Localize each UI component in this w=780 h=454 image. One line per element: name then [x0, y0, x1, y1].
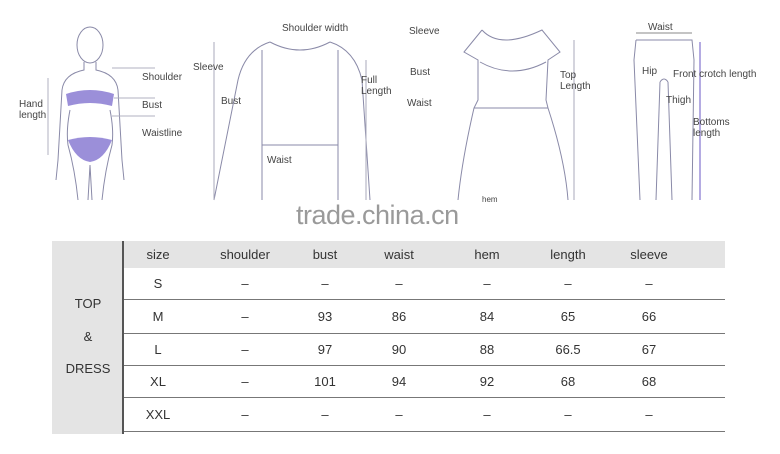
- column-header: hem: [474, 247, 500, 262]
- table-cell: –: [564, 407, 572, 422]
- table-cell: 86: [391, 309, 407, 324]
- table-cell: 66.5: [555, 342, 581, 357]
- table-cell: L: [154, 342, 162, 357]
- table-cell: 92: [479, 374, 495, 389]
- table-cell: 97: [317, 342, 333, 357]
- table-cell: 66: [641, 309, 657, 324]
- column-header: waist: [384, 247, 414, 262]
- label-waist: Waist: [648, 22, 673, 33]
- column-header: sleeve: [630, 247, 668, 262]
- label-bottoms-length: Bottoms length: [693, 117, 730, 139]
- table-cell: M: [152, 309, 164, 324]
- label-bust: Bust: [410, 67, 431, 78]
- group-label-line: DRESS: [65, 361, 111, 376]
- table-cell: XL: [150, 374, 166, 389]
- table-row: XXL – – – – – –: [124, 398, 725, 432]
- label-top-length: Top Length: [560, 70, 591, 92]
- table-cell: –: [483, 276, 491, 291]
- label-front-crotch-length: Front crotch length: [673, 69, 757, 80]
- table-cell: –: [241, 407, 249, 422]
- column-header: shoulder: [220, 247, 270, 262]
- table-row: S – – – – – –: [124, 268, 725, 300]
- label-hem: hem: [482, 195, 498, 204]
- table-cell: 90: [391, 342, 407, 357]
- table-cell: 94: [391, 374, 407, 389]
- table-cell: 101: [314, 374, 336, 389]
- group-label-line: TOP: [74, 296, 102, 311]
- table-cell: –: [395, 407, 403, 422]
- label-bust: Bust: [142, 100, 163, 111]
- watermark: trade.china.cn: [296, 200, 459, 230]
- label-sleeve: Sleeve: [409, 26, 440, 37]
- label-thigh: Thigh: [666, 95, 692, 106]
- table-cell: –: [645, 276, 653, 291]
- table-cell: S: [153, 276, 163, 291]
- column-header: size: [146, 247, 170, 262]
- size-table: TOP & DRESS size shoulder bust waist hem leng…: [52, 241, 725, 434]
- table-row: L – 97 90 88 66.5 67: [124, 334, 725, 366]
- label-waist: Waist: [267, 155, 292, 166]
- table-cell: 93: [317, 309, 333, 324]
- group-label-line: &: [83, 329, 93, 344]
- table-cell: –: [241, 342, 249, 357]
- table-cell: –: [241, 309, 249, 324]
- measurement-illustrations: [47, 26, 701, 201]
- table-cell: –: [645, 407, 653, 422]
- table-row: M – 93 86 84 65 66: [124, 300, 725, 334]
- table-cell: –: [241, 374, 249, 389]
- label-sleeve: Sleeve: [193, 62, 224, 73]
- table-cell: –: [241, 276, 249, 291]
- table-cell: –: [321, 407, 329, 422]
- group-label: TOP & DRESS: [52, 241, 124, 434]
- table-cell: 68: [560, 374, 576, 389]
- label-hand-length: Hand length: [19, 99, 47, 121]
- column-header: length: [550, 247, 586, 262]
- table-cell: 67: [641, 342, 657, 357]
- label-shoulder: Shoulder: [142, 72, 183, 83]
- label-hip: Hip: [642, 66, 658, 77]
- table-cell: –: [395, 276, 403, 291]
- table-header: size shoulder bust waist hem length sleeve: [124, 241, 725, 268]
- label-waistline: Waistline: [142, 128, 183, 139]
- label-shoulder-width: Shoulder width: [282, 23, 349, 34]
- column-header: bust: [312, 247, 338, 262]
- table-cell: 68: [641, 374, 657, 389]
- label-bust: Bust: [221, 96, 242, 107]
- table-cell: 65: [560, 309, 576, 324]
- label-waist: Waist: [407, 98, 432, 109]
- label-full-length: Full Length: [361, 75, 392, 97]
- table-cell: –: [483, 407, 491, 422]
- table-cell: –: [321, 276, 329, 291]
- table-cell: 88: [479, 342, 495, 357]
- table-row: XL – 101 94 92 68 68: [124, 366, 725, 398]
- table-cell: –: [564, 276, 572, 291]
- table-cell: XXL: [145, 407, 171, 422]
- table-cell: 84: [479, 309, 495, 324]
